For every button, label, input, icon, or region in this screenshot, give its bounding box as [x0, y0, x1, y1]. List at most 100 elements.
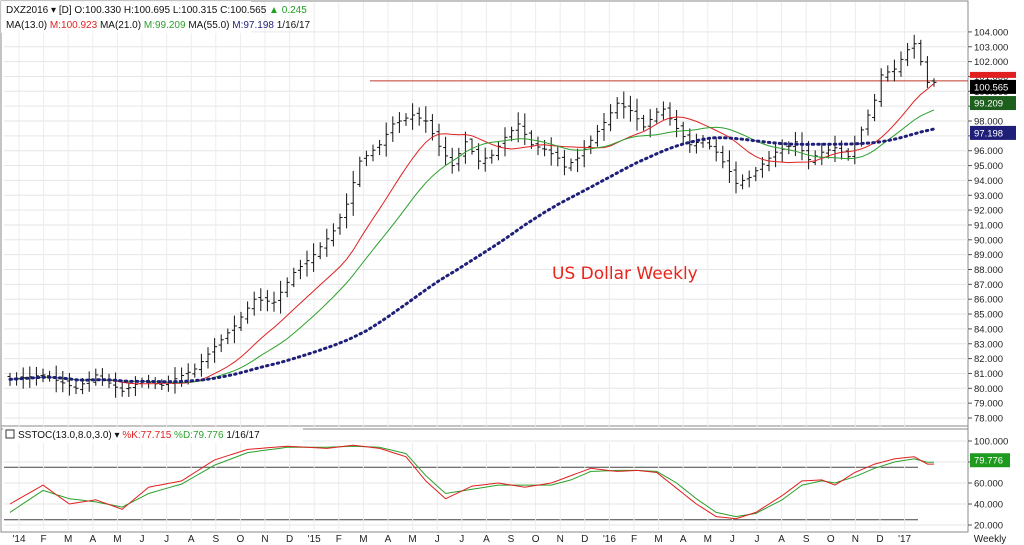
ma13-tag-marker [970, 71, 1016, 78]
price-bar [416, 107, 422, 126]
price-bar [482, 147, 488, 172]
price-tick-label: 78.000 [974, 414, 1003, 425]
stoch-tag-bg [970, 453, 1010, 468]
price-bar [192, 363, 198, 378]
price-bar [410, 103, 416, 130]
price-bar [337, 213, 343, 235]
symbol-dropdown-icon[interactable]: ▾ [48, 5, 59, 16]
price-bar [291, 267, 297, 288]
price-tick-label: 96.000 [974, 146, 1003, 157]
x-tick-label: J [164, 534, 169, 545]
change-value: 0.245 [282, 5, 307, 16]
price-bar [383, 122, 389, 157]
price-bar [443, 136, 449, 166]
price-bar [119, 381, 125, 397]
price-bar [601, 112, 607, 141]
stoch-dropdown-icon[interactable]: ▾ [112, 430, 123, 441]
price-bar [476, 143, 482, 170]
price-bar [113, 372, 119, 398]
price-bar [667, 102, 673, 126]
close-value: C:100.565 [220, 5, 267, 16]
price-bar [746, 170, 752, 188]
stoch-grid [4, 440, 968, 530]
price-tick-label: 88.000 [974, 265, 1003, 276]
price-bar [423, 106, 429, 133]
stochastic-lines [9, 444, 934, 520]
price-bar [891, 59, 897, 82]
x-tick-label: A [778, 534, 785, 545]
x-tick-label: '14 [12, 534, 25, 545]
price-bar [575, 148, 581, 173]
price-bar [225, 328, 231, 345]
price-bar [40, 368, 46, 383]
x-tick-label: '15 [308, 534, 321, 545]
price-bar [614, 97, 620, 119]
x-tick-label: N [261, 534, 268, 545]
ma13-value: M:100.923 [50, 20, 98, 31]
price-bar [905, 43, 911, 67]
price-bar [278, 280, 284, 314]
stoch-tick-label: 20.000 [974, 521, 1003, 532]
price-tick-label: 94.000 [974, 176, 1003, 187]
price-bar [641, 114, 647, 131]
price-bar [205, 347, 211, 369]
ma55-label: MA(55.0) [188, 20, 229, 31]
x-tick-label: D [581, 534, 588, 545]
price-tag: 99.209 [970, 96, 1016, 111]
price-bar [258, 288, 264, 312]
price-bar [284, 277, 290, 298]
x-tick-label: S [212, 534, 219, 545]
price-tags: 100.565 99.209 97.198 79.776 [970, 71, 1016, 468]
price-tick-label: 104.000 [974, 27, 1008, 38]
x-tick-label: S [508, 534, 515, 545]
price-bar [403, 113, 409, 126]
price-bar [733, 161, 739, 194]
ma21-value: M:99.209 [144, 20, 186, 31]
price-grid [4, 2, 968, 428]
price-bar [608, 104, 614, 132]
price-tick-label: 79.000 [974, 399, 1003, 410]
price-bar [918, 39, 924, 66]
price-bar [924, 56, 930, 88]
price-tick-label: 86.000 [974, 295, 1003, 306]
ma-date: 1/16/17 [277, 20, 311, 31]
x-tick-label: D [286, 534, 293, 545]
price-bar [297, 259, 303, 280]
symbol-label: DXZ2016 [6, 5, 49, 16]
price-bar [786, 141, 792, 155]
x-tick-label: A [680, 534, 687, 545]
price-tag-bg [970, 79, 1016, 94]
price-bar [522, 113, 528, 146]
price-bar [238, 311, 244, 332]
low-value: L:100.315 [173, 5, 218, 16]
price-bar [693, 133, 699, 154]
price-bar [720, 145, 726, 169]
price-tag-label: 99.209 [974, 99, 1003, 110]
price-bar [588, 135, 594, 155]
price-tick-label: 93.000 [974, 191, 1003, 202]
stoch-d-line [9, 445, 934, 518]
price-tag: 100.565 [970, 79, 1016, 94]
collapse-box-icon[interactable] [5, 429, 15, 439]
price-bar [931, 78, 937, 87]
ma13-label: MA(13.0) [6, 20, 47, 31]
price-bar [812, 150, 818, 166]
x-tick-label: J [730, 534, 735, 545]
high-value: H:100.695 [124, 5, 171, 16]
ma-line-55 [8, 127, 936, 384]
price-bar [495, 141, 501, 161]
x-tick-label: M [408, 534, 416, 545]
stoch-tag: 79.776 [970, 453, 1010, 468]
price-tick-label: 81.000 [974, 369, 1003, 380]
price-bar [872, 94, 878, 122]
price-bar [753, 166, 759, 182]
x-tick-label: M [654, 534, 662, 545]
price-tick-label: 85.000 [974, 310, 1003, 321]
x-tick-label: F [41, 534, 47, 545]
x-tick-label: O [237, 534, 245, 545]
price-bar [647, 109, 653, 138]
stoch-date: 1/16/17 [226, 430, 260, 441]
x-tick-label: N [852, 534, 859, 545]
price-bar [271, 291, 277, 312]
